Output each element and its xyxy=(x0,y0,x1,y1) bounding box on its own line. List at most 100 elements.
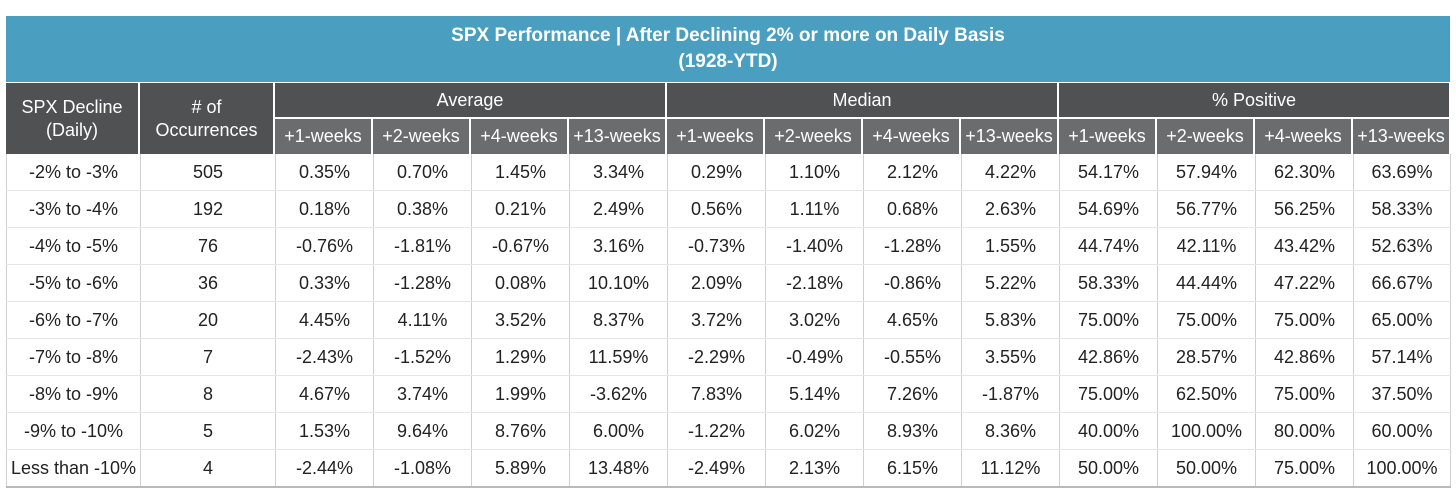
value-cell: 80.00% xyxy=(1255,412,1354,450)
table-row: Less than -10% 4 -2.44% -1.08% 5.89% 13.48% -2… xyxy=(6,449,1451,488)
occurrence-count: 36 xyxy=(140,264,276,302)
value-cell: 60.00% xyxy=(1353,412,1451,450)
value-cell: -0.49% xyxy=(765,338,864,376)
value-cell: 10.10% xyxy=(569,264,668,302)
value-cell: -1.52% xyxy=(373,338,472,376)
table-row: -8% to -9% 8 4.67% 3.74% 1.99% -3.62% 7.83% 5.1… xyxy=(6,375,1451,413)
value-cell: 1.99% xyxy=(471,375,570,413)
value-cell: -1.28% xyxy=(863,227,962,265)
header-average-period: +1-weeks xyxy=(275,119,371,154)
value-cell: 7.83% xyxy=(667,375,766,413)
column-headers: SPX Decline (Daily) # of Occurrences Avera… xyxy=(6,82,1450,154)
header-occurrences-line1: # of xyxy=(191,96,222,117)
table-row: -4% to -5% 76 -0.76% -1.81% -0.67% 3.16% -0.73… xyxy=(6,227,1451,265)
value-cell: 37.50% xyxy=(1353,375,1451,413)
row-label: -8% to -9% xyxy=(6,375,141,413)
occurrence-count: 192 xyxy=(140,190,276,228)
value-cell: -1.87% xyxy=(961,375,1060,413)
header-occurrences-line2: Occurrences xyxy=(155,119,258,140)
value-cell: 100.00% xyxy=(1353,449,1451,488)
value-cell: 75.00% xyxy=(1157,301,1256,339)
value-cell: 50.00% xyxy=(1157,449,1256,488)
value-cell: 1.55% xyxy=(961,227,1060,265)
value-cell: 1.53% xyxy=(275,412,374,450)
row-label: -2% to -3% xyxy=(6,154,141,191)
row-label: -7% to -8% xyxy=(6,338,141,376)
value-cell: 0.70% xyxy=(373,154,472,191)
value-cell: 3.02% xyxy=(765,301,864,339)
value-cell: -2.49% xyxy=(667,449,766,488)
value-cell: 54.17% xyxy=(1059,154,1158,191)
value-cell: 4.11% xyxy=(373,301,472,339)
table-row: -6% to -7% 20 4.45% 4.11% 3.52% 8.37% 3.72% 3.0… xyxy=(6,301,1451,339)
value-cell: 44.44% xyxy=(1157,264,1256,302)
value-cell: -2.29% xyxy=(667,338,766,376)
value-cell: 56.25% xyxy=(1255,190,1354,228)
value-cell: -0.67% xyxy=(471,227,570,265)
value-cell: 28.57% xyxy=(1157,338,1256,376)
value-cell: 3.72% xyxy=(667,301,766,339)
value-cell: 4.65% xyxy=(863,301,962,339)
value-cell: 11.59% xyxy=(569,338,668,376)
value-cell: 57.94% xyxy=(1157,154,1256,191)
value-cell: 8.76% xyxy=(471,412,570,450)
occurrence-count: 8 xyxy=(140,375,276,413)
value-cell: 4.22% xyxy=(961,154,1060,191)
value-cell: 0.29% xyxy=(667,154,766,191)
table-row: -5% to -6% 36 0.33% -1.28% 0.08% 10.10% 2.09% -… xyxy=(6,264,1451,302)
value-cell: 75.00% xyxy=(1059,301,1158,339)
value-cell: 1.45% xyxy=(471,154,570,191)
header-spx-decline-line1: SPX Decline xyxy=(21,96,123,117)
value-cell: 8.93% xyxy=(863,412,962,450)
value-cell: -1.28% xyxy=(373,264,472,302)
value-cell: -2.18% xyxy=(765,264,864,302)
value-cell: 62.30% xyxy=(1255,154,1354,191)
value-cell: 2.63% xyxy=(961,190,1060,228)
performance-table: SPX Performance | After Declining 2% or … xyxy=(6,16,1451,488)
value-cell: 0.68% xyxy=(863,190,962,228)
table-title-line2: (1928-YTD) xyxy=(678,51,778,72)
value-cell: -0.73% xyxy=(667,227,766,265)
header-average-period: +2-weeks xyxy=(373,119,469,154)
value-cell: 5.14% xyxy=(765,375,864,413)
header-pct-positive-period: +4-weeks xyxy=(1255,119,1351,154)
value-cell: 47.22% xyxy=(1255,264,1354,302)
value-cell: 40.00% xyxy=(1059,412,1158,450)
value-cell: 43.42% xyxy=(1255,227,1354,265)
header-occurrences: # of Occurrences xyxy=(140,83,273,154)
table-row: -7% to -8% 7 -2.43% -1.52% 1.29% 11.59% -2.29%… xyxy=(6,338,1451,376)
value-cell: 0.38% xyxy=(373,190,472,228)
value-cell: 4.67% xyxy=(275,375,374,413)
value-cell: 65.00% xyxy=(1353,301,1451,339)
value-cell: 11.12% xyxy=(961,449,1060,488)
occurrence-count: 20 xyxy=(140,301,276,339)
header-pct-positive-period: +2-weeks xyxy=(1157,119,1253,154)
value-cell: 0.08% xyxy=(471,264,570,302)
value-cell: 9.64% xyxy=(373,412,472,450)
header-group-average: Average xyxy=(275,83,665,117)
table-title-line1: SPX Performance | After Declining 2% or … xyxy=(451,25,1005,46)
table-title: SPX Performance | After Declining 2% or … xyxy=(6,16,1450,82)
value-cell: 6.15% xyxy=(863,449,962,488)
value-cell: 6.02% xyxy=(765,412,864,450)
value-cell: 58.33% xyxy=(1353,190,1451,228)
value-cell: 1.10% xyxy=(765,154,864,191)
value-cell: 62.50% xyxy=(1157,375,1256,413)
value-cell: 0.21% xyxy=(471,190,570,228)
header-median-period: +13-weeks xyxy=(961,119,1057,154)
header-spx-decline: SPX Decline (Daily) xyxy=(6,83,138,154)
value-cell: 3.52% xyxy=(471,301,570,339)
value-cell: 5.22% xyxy=(961,264,1060,302)
value-cell: -2.43% xyxy=(275,338,374,376)
value-cell: 2.13% xyxy=(765,449,864,488)
table-row: -2% to -3% 505 0.35% 0.70% 1.45% 3.34% 0.29% 1.… xyxy=(6,154,1451,191)
row-label: Less than -10% xyxy=(6,449,141,488)
value-cell: 8.37% xyxy=(569,301,668,339)
value-cell: 1.11% xyxy=(765,190,864,228)
value-cell: 57.14% xyxy=(1353,338,1451,376)
value-cell: 0.56% xyxy=(667,190,766,228)
row-label: -9% to -10% xyxy=(6,412,141,450)
value-cell: 13.48% xyxy=(569,449,668,488)
header-pct-positive-period: +1-weeks xyxy=(1059,119,1155,154)
value-cell: 0.18% xyxy=(275,190,374,228)
